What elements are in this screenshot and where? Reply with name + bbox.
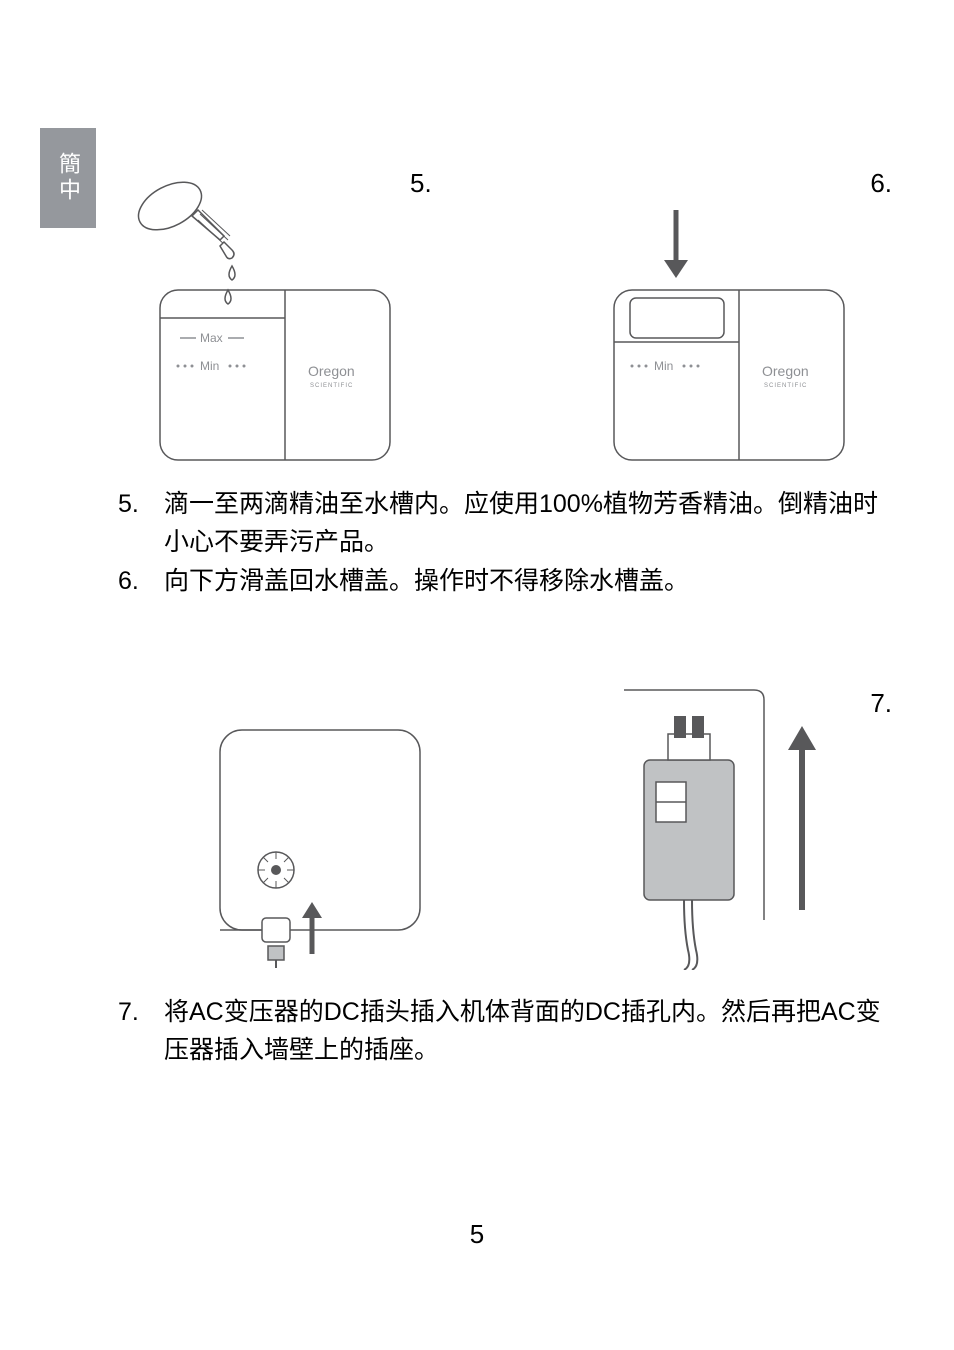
- instruction-number: 5.: [118, 486, 164, 561]
- brand-label-6: Oregon: [762, 363, 809, 379]
- figure-5-illustration: Max Min Oregon SCIENTIFIC: [130, 170, 410, 470]
- figure-row-1: 5. 6. Max Min Oregon SCIENTIFIC: [140, 170, 894, 470]
- figure-7-adapter-illustration: [554, 680, 854, 970]
- instruction-text: 向下方滑盖回水槽盖。操作时不得移除水槽盖。: [164, 563, 894, 601]
- instruction-item-5: 5. 滴一至两滴精油至水槽内。应使用100%植物芳香精油。倒精油时小心不要弄污产…: [118, 486, 894, 561]
- instruction-number: 7.: [118, 994, 164, 1069]
- figure-5-label: 5.: [410, 168, 432, 199]
- figure-6-illustration: Min Oregon SCIENTIFIC: [584, 170, 864, 470]
- instruction-text: 将AC变压器的DC插头插入机体背面的DC插孔内。然后再把AC变压器插入墙壁上的插…: [164, 994, 894, 1069]
- figure-7-label: 7.: [870, 688, 892, 719]
- figure-row-2: 7.: [140, 690, 894, 980]
- max-label: Max: [200, 331, 223, 345]
- page-number: 5: [0, 1219, 954, 1250]
- min-label-6: Min: [654, 359, 673, 373]
- brand-sub-label: SCIENTIFIC: [310, 383, 353, 389]
- instruction-item-6: 6. 向下方滑盖回水槽盖。操作时不得移除水槽盖。: [118, 563, 894, 601]
- language-tab: 簡中: [40, 128, 96, 228]
- instruction-number: 6.: [118, 563, 164, 601]
- instructions-block-2: 7. 将AC变压器的DC插头插入机体背面的DC插孔内。然后再把AC变压器插入墙壁…: [118, 994, 894, 1071]
- instruction-item-7: 7. 将AC变压器的DC插头插入机体背面的DC插孔内。然后再把AC变压器插入墙壁…: [118, 994, 894, 1069]
- brand-sub-label-6: SCIENTIFIC: [764, 383, 807, 389]
- instructions-block-1: 5. 滴一至两滴精油至水槽内。应使用100%植物芳香精油。倒精油时小心不要弄污产…: [118, 486, 894, 603]
- instruction-text: 滴一至两滴精油至水槽内。应使用100%植物芳香精油。倒精油时小心不要弄污产品。: [164, 486, 894, 561]
- brand-label: Oregon: [308, 363, 355, 379]
- figure-6-label: 6.: [870, 168, 892, 199]
- min-label: Min: [200, 359, 219, 373]
- figure-7-back-illustration: [200, 710, 440, 970]
